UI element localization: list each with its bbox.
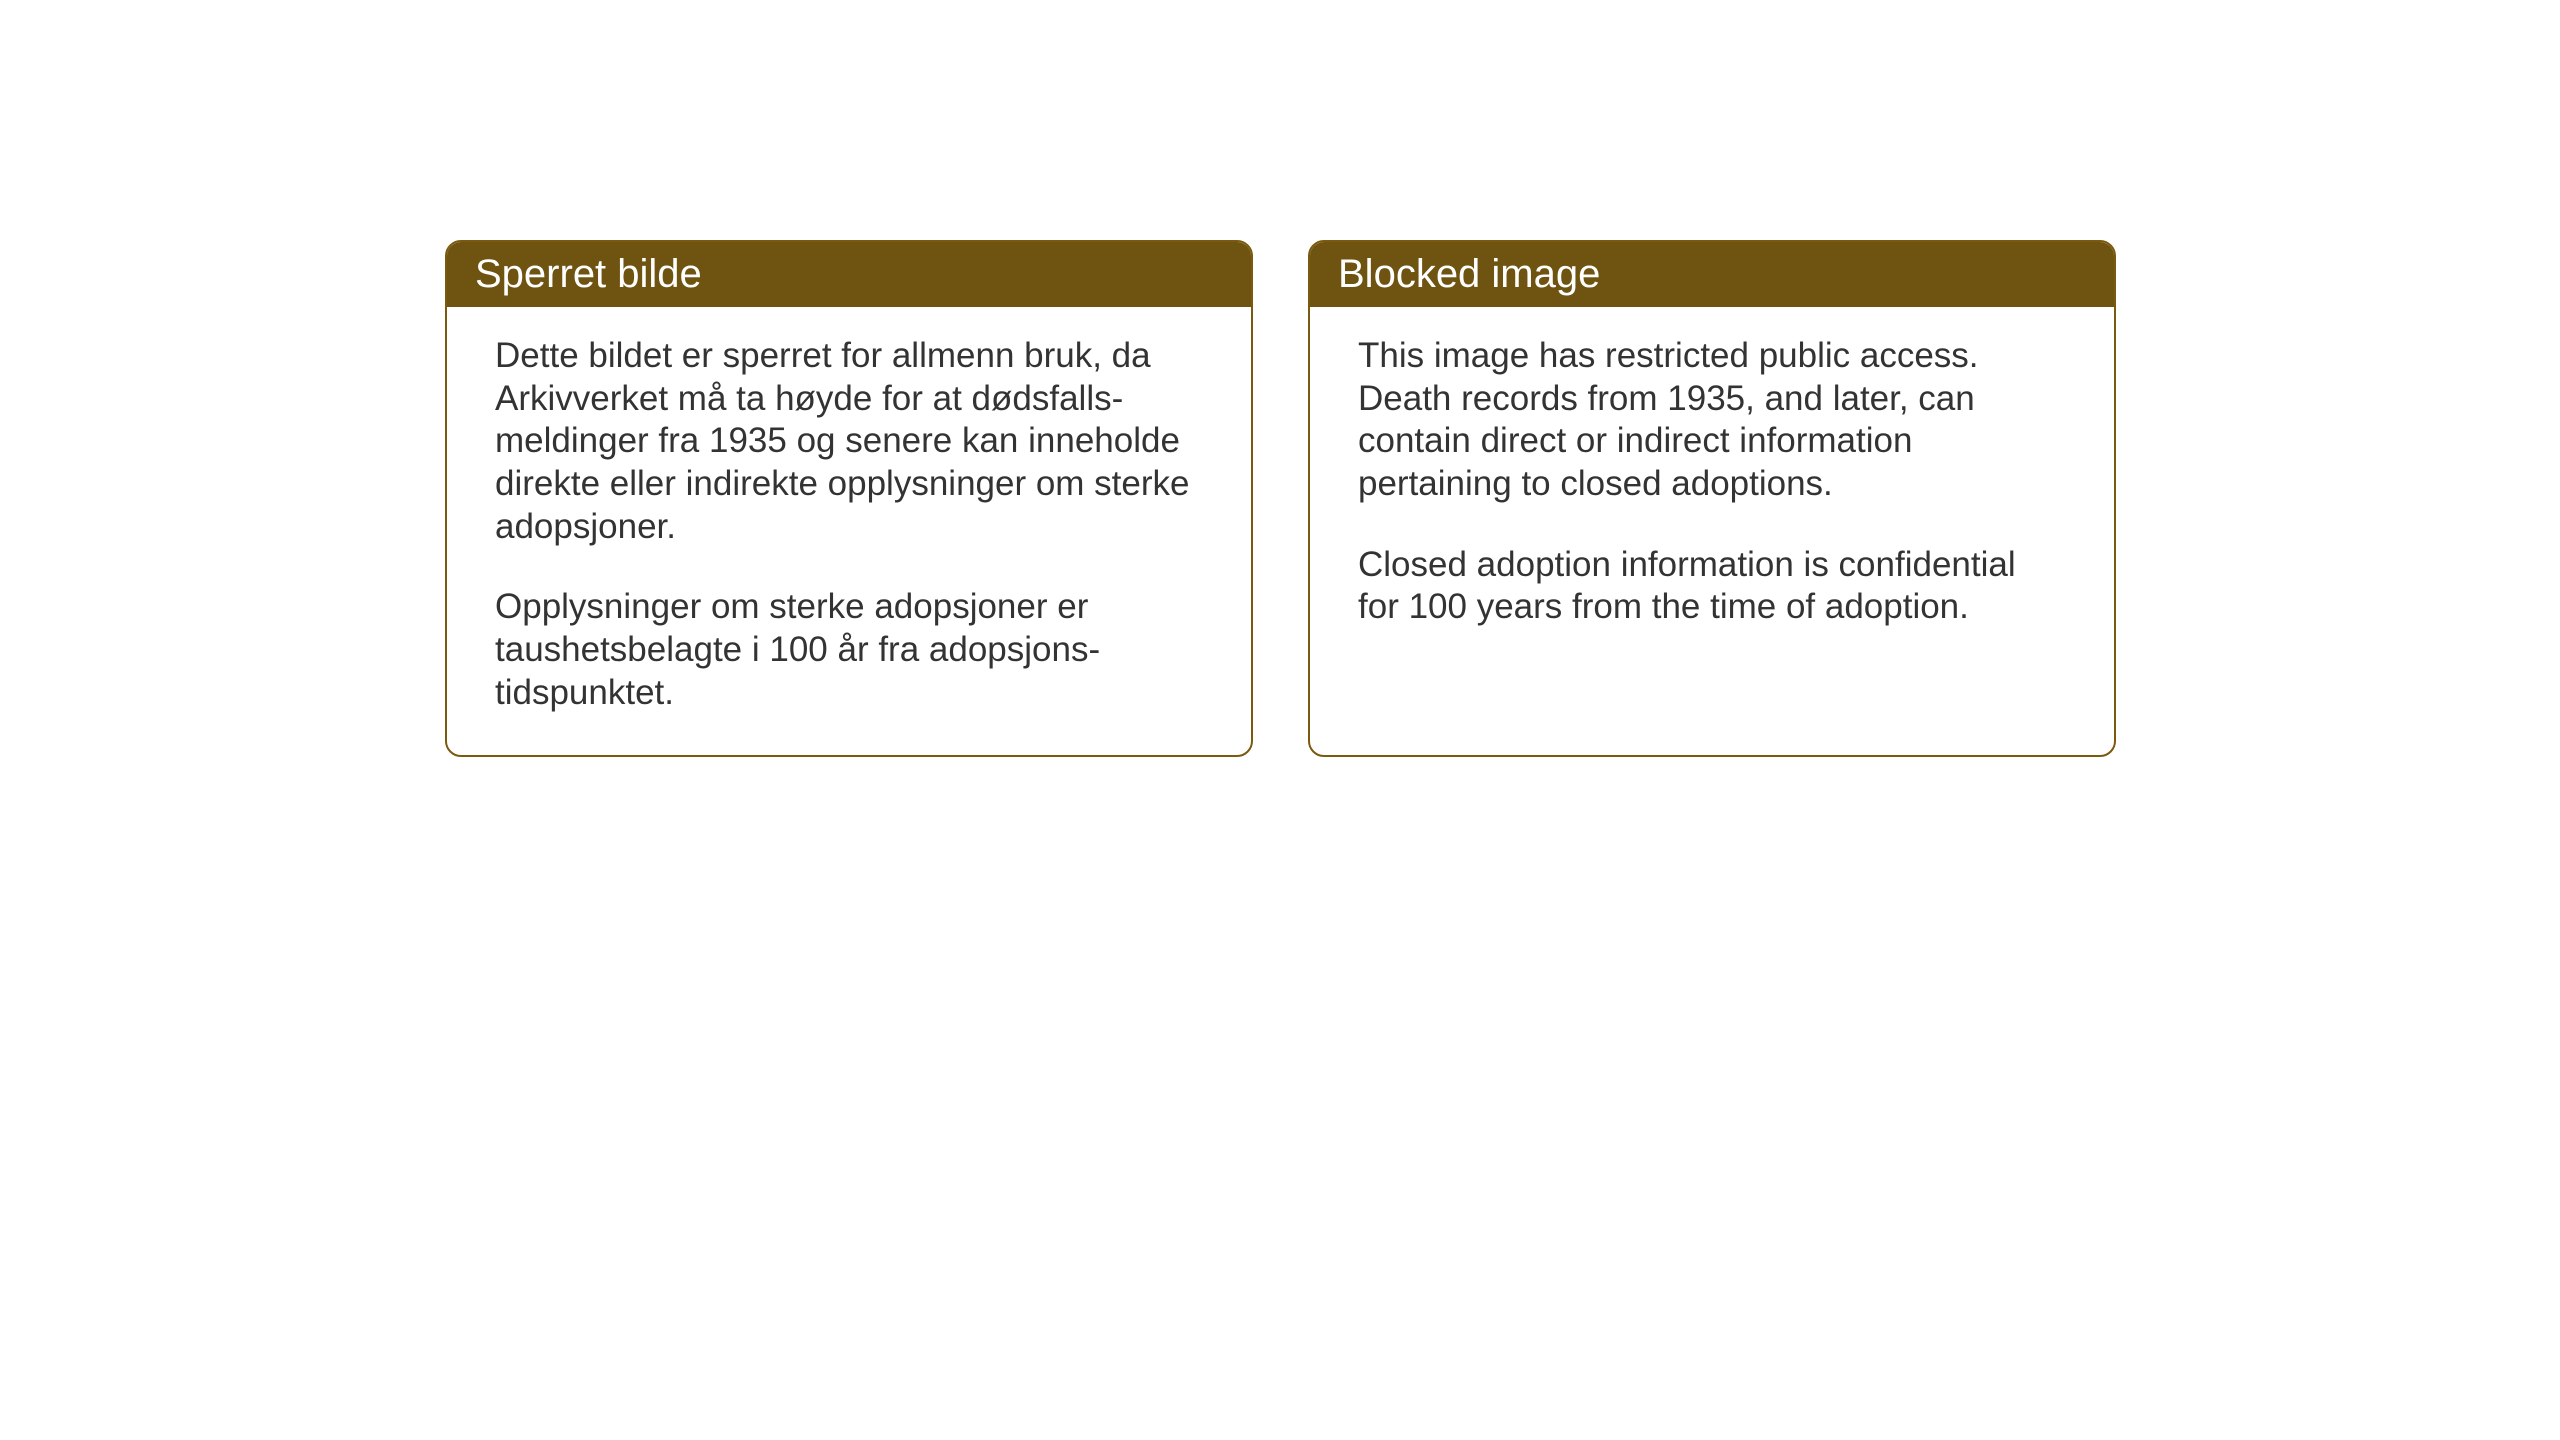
card-title-english: Blocked image [1338, 252, 1600, 296]
card-body-norwegian: Dette bildet er sperret for allmenn bruk… [447, 307, 1251, 755]
card-header-english: Blocked image [1310, 242, 2114, 307]
card-body-english: This image has restricted public access.… [1310, 307, 2114, 669]
card-paragraph-2-english: Closed adoption information is confident… [1358, 544, 2066, 629]
card-paragraph-1-norwegian: Dette bildet er sperret for allmenn bruk… [495, 335, 1203, 548]
card-paragraph-2-norwegian: Opplysninger om sterke adopsjoner er tau… [495, 586, 1203, 714]
notice-card-norwegian: Sperret bilde Dette bildet er sperret fo… [445, 240, 1253, 757]
card-header-norwegian: Sperret bilde [447, 242, 1251, 307]
card-title-norwegian: Sperret bilde [475, 252, 702, 296]
notice-card-english: Blocked image This image has restricted … [1308, 240, 2116, 757]
card-paragraph-1-english: This image has restricted public access.… [1358, 335, 2066, 506]
cards-container: Sperret bilde Dette bildet er sperret fo… [445, 240, 2116, 757]
